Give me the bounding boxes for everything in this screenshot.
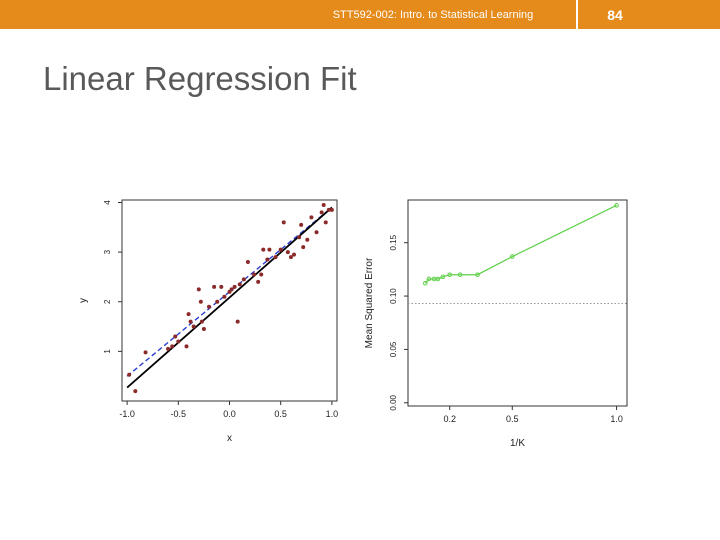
left-y-tick-label: 2 — [103, 299, 112, 304]
slide-title: Linear Regression Fit — [43, 60, 357, 97]
data-point — [241, 277, 246, 282]
data-point — [235, 319, 240, 324]
regression-fit-line — [126, 206, 333, 389]
chart-figure: -1.0 -0.5 0.0 0.5 1.0 1 2 3 4 x y 0.2 0.5 1.0 0.00 0.05… — [78, 199, 628, 449]
left-x-tick-label: 1.0 — [326, 409, 339, 419]
data-point — [292, 252, 296, 257]
right-y-axis-label: Mean Squared Error — [364, 257, 375, 348]
data-point — [207, 304, 212, 309]
right-plot-frame — [407, 199, 628, 407]
left-chart-group: -1.0 -0.5 0.0 0.5 1.0 1 2 3 4 x y — [78, 199, 339, 444]
data-point — [232, 284, 237, 289]
data-point — [237, 282, 242, 287]
data-point — [319, 210, 324, 215]
right-y-tick-label: 0.00 — [389, 394, 398, 410]
data-point — [259, 272, 264, 277]
data-point — [166, 346, 171, 351]
data-point — [127, 372, 132, 377]
data-point — [212, 284, 217, 289]
data-point — [297, 235, 302, 240]
knn-error-point — [457, 272, 463, 278]
data-point — [229, 287, 234, 292]
data-point — [176, 339, 181, 344]
left-y-tick-label: 1 — [103, 349, 112, 354]
knn-error-point — [509, 254, 515, 259]
data-point — [267, 247, 272, 252]
data-point — [170, 344, 175, 349]
data-point — [256, 279, 261, 284]
data-point — [323, 220, 328, 225]
data-point — [198, 299, 203, 304]
left-x-tick-label: -1.0 — [119, 409, 135, 419]
data-point — [278, 247, 283, 252]
data-point — [326, 207, 331, 212]
data-point — [188, 319, 193, 324]
data-point — [215, 299, 220, 304]
left-y-tick-label: 4 — [103, 200, 112, 205]
data-point — [305, 237, 310, 242]
knn-error-point — [435, 276, 441, 282]
header-title: STT592-002: Intro. to Statistical Learni… — [332, 9, 534, 21]
data-point — [133, 389, 138, 394]
right-x-tick-label: 0.2 — [443, 414, 456, 424]
left-x-axis-label: x — [227, 433, 232, 444]
knn-error-line — [424, 204, 617, 284]
data-point — [309, 215, 314, 220]
knn-error-point — [423, 280, 428, 286]
figure-area: -1.0 -0.5 0.0 0.5 1.0 1 2 3 4 x y 0.2 0.5 1.0 0.00 0.05… — [60, 175, 660, 475]
header-bar — [0, 0, 720, 29]
data-point — [252, 272, 257, 277]
right-y-tick-label: 0.10 — [389, 288, 398, 304]
data-point — [329, 207, 334, 212]
data-point — [186, 312, 191, 317]
data-point — [281, 220, 286, 225]
knn-error-point — [440, 274, 446, 280]
data-point — [191, 324, 196, 329]
data-point — [301, 245, 306, 250]
data-point — [321, 202, 326, 207]
data-point — [219, 284, 224, 289]
data-point — [184, 344, 189, 349]
data-point — [273, 255, 278, 260]
right-y-tick-label: 0.05 — [389, 341, 398, 357]
right-x-tick-label: 1.0 — [610, 414, 623, 424]
header-separator — [576, 0, 578, 29]
knn-error-point — [447, 272, 453, 278]
data-point — [285, 250, 290, 255]
data-point — [299, 222, 304, 227]
right-x-tick-label: 0.5 — [506, 414, 519, 424]
data-point — [245, 260, 250, 265]
right-y-tick-label: 0.15 — [389, 234, 398, 250]
data-point — [199, 319, 204, 324]
data-point — [261, 247, 266, 252]
data-point — [222, 294, 227, 299]
left-x-tick-label: -0.5 — [171, 409, 187, 419]
right-x-axis-label: 1/K — [510, 438, 525, 449]
left-x-tick-label: 0.5 — [274, 409, 287, 419]
data-point — [288, 255, 293, 260]
data-point — [143, 350, 148, 355]
data-point — [173, 334, 178, 339]
data-point — [196, 287, 201, 292]
knn-error-point — [475, 272, 480, 278]
left-y-tick-label: 3 — [103, 249, 112, 254]
data-point — [314, 230, 319, 235]
right-chart-group: 0.2 0.5 1.0 0.00 0.05 0.10 0.15 1/K Mean Squared… — [364, 199, 628, 449]
data-point — [201, 327, 206, 332]
knn-error-point — [614, 203, 619, 208]
left-x-tick-label: 0.0 — [223, 409, 236, 419]
left-y-axis-label: y — [78, 298, 89, 303]
page-number: 84 — [607, 7, 623, 23]
data-point — [265, 257, 270, 262]
knn-error-point — [426, 276, 432, 282]
